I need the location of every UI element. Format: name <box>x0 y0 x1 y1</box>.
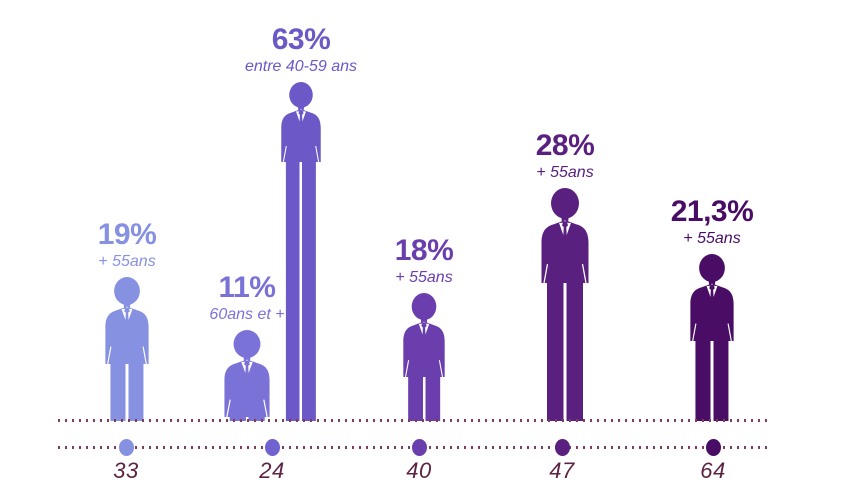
businessman-figure <box>540 188 590 421</box>
businessman-torso-icon <box>690 254 734 341</box>
age-bracket-label: + 55ans <box>536 163 594 181</box>
age-bracket-label: + 55ans <box>683 229 741 247</box>
businessman-torso-icon <box>541 188 589 283</box>
axis-value-dot <box>705 439 721 456</box>
businessman-torso-icon <box>224 330 270 417</box>
axis-value-label: 40 <box>406 458 432 483</box>
figure-caption: 28% + 55ans <box>535 128 595 182</box>
businessman-figure <box>280 82 322 421</box>
figure-caption: 18% + 55ans <box>394 233 454 287</box>
percentage-label: 18% <box>394 233 454 267</box>
axis-value-dot <box>554 439 570 456</box>
businessman-torso-icon <box>281 82 321 162</box>
percentage-label: 63% <box>271 22 331 56</box>
age-bracket-label: + 55ans <box>98 252 156 270</box>
axis-value-label: 24 <box>259 458 285 483</box>
age-bracket-label: entre 40-59 ans <box>244 57 358 75</box>
axis-value-label: 47 <box>549 458 575 483</box>
percentage-label: 19% <box>97 217 157 251</box>
percentage-label: 21,3% <box>670 194 754 228</box>
businessman-legs <box>408 377 440 421</box>
age-bracket-label: + 55ans <box>395 268 453 286</box>
figure-caption: 21,3% + 55ans <box>670 194 754 248</box>
businessman-figure <box>402 293 446 421</box>
axis-value-dot <box>264 439 280 456</box>
businessman-torso-icon <box>403 293 445 377</box>
businessman-legs <box>695 341 729 421</box>
businessman-figure <box>689 254 735 421</box>
businessman-legs <box>547 283 583 421</box>
axis-value-dot <box>118 439 134 456</box>
figure-caption: 11% 60ans et + <box>209 270 285 324</box>
age-bracket-label: 60ans et + <box>209 305 285 323</box>
baseline-dotted-line <box>58 419 768 422</box>
figure-caption: 63% entre 40-59 ans <box>244 22 358 76</box>
axis-value-label: 64 <box>700 458 726 483</box>
percentage-label: 11% <box>218 270 276 304</box>
axis-value-dot <box>411 439 427 456</box>
percentage-label: 28% <box>535 128 595 162</box>
businessman-legs <box>285 162 317 421</box>
businessman-legs <box>110 364 144 421</box>
businessman-torso-icon <box>105 277 149 364</box>
businessman-figure <box>104 277 150 421</box>
businessman-figure <box>223 330 271 421</box>
axis-value-label: 33 <box>113 458 139 483</box>
figure-caption: 19% + 55ans <box>97 217 157 271</box>
